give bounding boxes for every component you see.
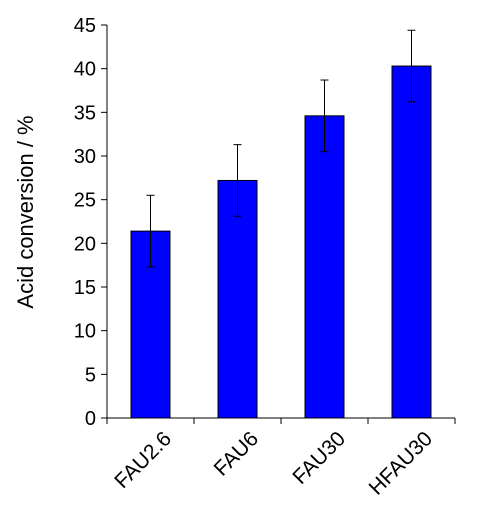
- y-tick-label: 45: [74, 15, 96, 37]
- y-axis-title: Acid conversion / %: [13, 115, 38, 308]
- y-tick-label: 15: [74, 277, 96, 299]
- y-tick-label: 0: [85, 408, 96, 430]
- y-tick-label: 20: [74, 233, 96, 255]
- bar-fau6: [217, 179, 258, 419]
- y-tick-label: 30: [74, 146, 96, 168]
- bar-fau30: [304, 115, 345, 419]
- x-axis-ticks: FAU2.6 FAU6 FAU30 HFAU30: [106, 418, 456, 500]
- y-tick-label: 10: [74, 321, 96, 343]
- bar-hfau30: [391, 65, 432, 419]
- x-tick-label: FAU30: [288, 427, 350, 489]
- x-tick-label: FAU2.6: [110, 427, 176, 493]
- error-bars: [146, 29, 416, 268]
- y-tick-label: 35: [74, 102, 96, 124]
- y-tick-label: 25: [74, 190, 96, 212]
- x-tick-label: HFAU30: [365, 427, 437, 499]
- y-tick-label: 40: [74, 59, 96, 81]
- y-tick-label: 5: [85, 364, 96, 386]
- y-axis-ticks: 0 5 10 15 20 25 30 35 40 45: [74, 15, 107, 430]
- x-tick-label: FAU6: [210, 427, 263, 480]
- bars: [130, 65, 432, 419]
